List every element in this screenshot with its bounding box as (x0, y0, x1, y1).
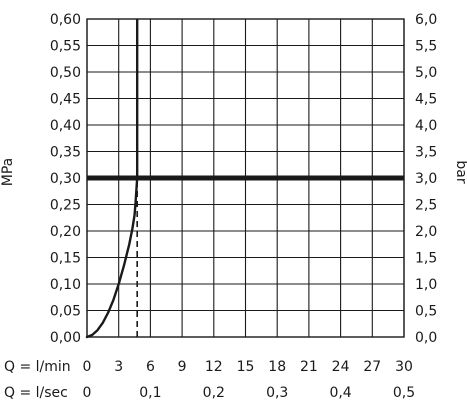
y-left-tick-label: 0,10 (50, 277, 81, 293)
y-right-tick-label: 1,0 (415, 277, 437, 293)
y-axis-right-label: bar (453, 160, 467, 183)
flow-curve-line (85, 176, 139, 339)
y-left-tick-label: 0,60 (50, 12, 81, 28)
series-layer (85, 19, 404, 339)
y-left-tick-label: 0,15 (50, 251, 81, 267)
x-primary-tick-label: 3 (114, 359, 123, 375)
x-secondary-tick-label: 0,5 (393, 385, 415, 401)
x-secondary-tick-label: 0,3 (266, 385, 288, 401)
y-right-tick-label: 1,5 (415, 251, 437, 267)
x-primary-tick-label: 18 (268, 359, 286, 375)
y-left-tick-label: 0,30 (50, 171, 81, 187)
y-left-tick-label: 0,55 (50, 39, 81, 55)
x-secondary-tick-label: 0,2 (203, 385, 225, 401)
x-primary-tick-label: 24 (332, 359, 350, 375)
x-primary-tick-label: 0 (83, 359, 92, 375)
y-left-tick-label: 0,45 (50, 92, 81, 108)
y-right-tick-label: 2,5 (415, 198, 437, 214)
x-primary-tick-label: 30 (395, 359, 413, 375)
x-primary-tick-label: 15 (237, 359, 255, 375)
x-primary-tick-label: 12 (205, 359, 223, 375)
y-right-tick-label: 6,0 (415, 12, 437, 28)
y-left-tick-label: 0,00 (50, 330, 81, 346)
x-secondary-tick-label: 0,1 (139, 385, 161, 401)
x-primary-tick-label: 27 (363, 359, 381, 375)
y-left-tick-label: 0,50 (50, 65, 81, 81)
y-left-tick-label: 0,35 (50, 145, 81, 161)
x-primary-tick-label: 21 (300, 359, 318, 375)
y-axis-left-label: MPa (0, 158, 16, 186)
y-right-tick-label: 2,0 (415, 224, 437, 240)
x-secondary-tick-label: 0 (83, 385, 92, 401)
y-left-tick-label: 0,05 (50, 304, 81, 320)
y-right-tick-label: 5,5 (415, 39, 437, 55)
x-primary-tick-label: 9 (178, 359, 187, 375)
tick-layer: 0,000,050,100,150,200,250,300,350,400,45… (50, 12, 437, 401)
y-right-tick-label: 3,5 (415, 145, 437, 161)
y-right-tick-label: 5,0 (415, 65, 437, 81)
x-secondary-tick-label: 0,4 (329, 385, 351, 401)
y-left-tick-label: 0,20 (50, 224, 81, 240)
y-right-tick-label: 3,0 (415, 171, 437, 187)
y-left-tick-label: 0,25 (50, 198, 81, 214)
x-axis-primary-label: Q = l/min (4, 359, 71, 375)
y-right-tick-label: 0,0 (415, 330, 437, 346)
y-left-tick-label: 0,40 (50, 118, 81, 134)
x-primary-tick-label: 6 (146, 359, 155, 375)
x-axis-secondary-label: Q = l/sec (4, 385, 68, 401)
y-right-tick-label: 4,5 (415, 92, 437, 108)
y-right-tick-label: 4,0 (415, 118, 437, 134)
y-right-tick-label: 0,5 (415, 304, 437, 320)
